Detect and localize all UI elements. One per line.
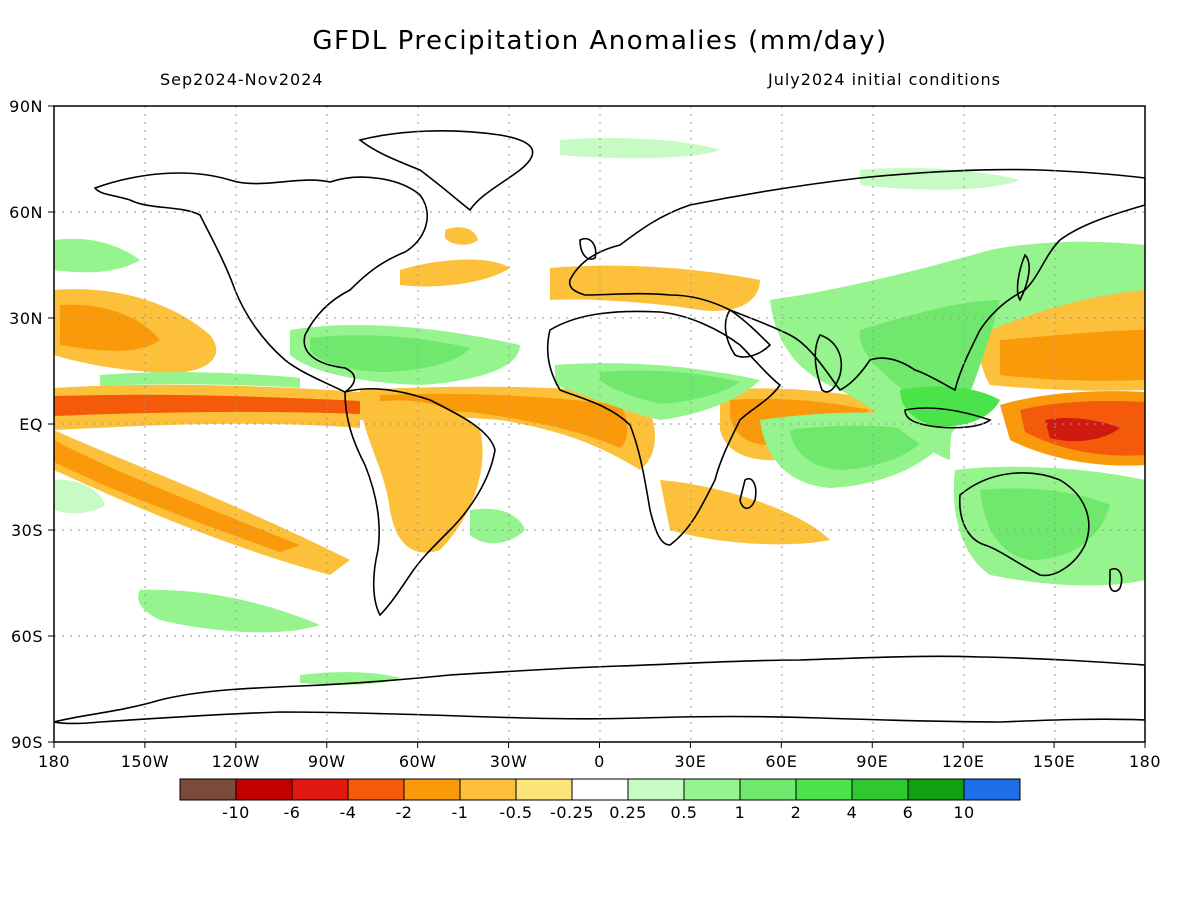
colorbar-swatch	[459, 778, 517, 801]
longitude-axis: 180 150W 120W 90W 60W 30W 0 30E 60E 90E 120E 150E 18…	[38, 742, 1161, 771]
colorbar-labels: -10 -6 -4 -2 -1 -0.5 -0.25 0.25 0.5 1 2 4 6 10	[222, 803, 974, 822]
colorbar-swatch	[739, 778, 797, 801]
india-coast	[814, 334, 842, 393]
lon-tick-label: 30E	[674, 752, 706, 771]
colorbar-swatch	[627, 778, 685, 801]
colorbar-swatch	[795, 778, 853, 801]
lon-tick-label: 60W	[399, 752, 437, 771]
colorbar-label: 2	[791, 803, 802, 822]
greenland-coast	[358, 130, 534, 212]
pacific-southeast-dry-tongue-core	[54, 440, 300, 552]
coastlines	[54, 130, 1145, 725]
colorbar-label: -4	[340, 803, 357, 822]
graticule	[54, 106, 1145, 742]
indian-ocean-wet-core	[790, 425, 930, 470]
colorbar-swatch	[571, 778, 629, 801]
colorbar-label: 6	[903, 803, 914, 822]
lat-tick-label: 60S	[11, 627, 43, 646]
africa-wet-core	[600, 370, 740, 404]
japan-coast	[1016, 253, 1030, 302]
colorbar-label: -2	[396, 803, 413, 822]
lon-tick-label: 150E	[1033, 752, 1076, 771]
australia-wet-core	[980, 488, 1110, 560]
colorbar-label: -6	[284, 803, 301, 822]
colorbar-swatch	[851, 778, 909, 801]
lat-tick-label: 30N	[9, 309, 43, 328]
lon-tick-label: 90W	[308, 752, 346, 771]
south-atlantic-wet	[470, 508, 525, 544]
initial-conditions-label: July2024 initial conditions	[768, 70, 1001, 89]
southern-ocean-wet	[138, 589, 320, 633]
siberia-wet	[860, 168, 1020, 190]
lat-tick-label: 30S	[11, 521, 43, 540]
north-pacific-dry-core	[60, 304, 160, 351]
arabia-coast	[724, 308, 772, 358]
southern-africa-dry	[660, 480, 830, 545]
lat-tick-label: 90S	[11, 733, 43, 752]
colorbar-swatch	[347, 778, 405, 801]
pacific-dry-band-core	[54, 394, 360, 416]
australia-coast	[958, 472, 1090, 577]
colorbar-swatch	[515, 778, 573, 801]
anomaly-field	[54, 138, 1145, 685]
colorbar-label: 10	[953, 803, 974, 822]
south-america-coast	[344, 387, 496, 617]
lat-tick-label: 90N	[9, 97, 43, 116]
africa-coast	[546, 310, 782, 546]
colorbar-swatch	[291, 778, 349, 801]
lon-tick-label: 150W	[121, 752, 169, 771]
antarctica-coast	[54, 655, 1145, 725]
greenland-dry-patch	[445, 227, 478, 245]
indonesia-coast	[904, 407, 992, 429]
colorbar	[179, 778, 1021, 801]
colorbar-label: -0.25	[550, 803, 594, 822]
lon-tick-label: 0	[594, 752, 605, 771]
new-zealand-coast	[1108, 568, 1123, 592]
south-america-dry	[360, 400, 483, 553]
north-america-coast	[93, 172, 429, 393]
forecast-period: Sep2024-Nov2024	[160, 70, 324, 89]
lon-tick-label: 180	[38, 752, 70, 771]
lon-tick-label: 60E	[765, 752, 797, 771]
lat-tick-label: 60N	[9, 203, 43, 222]
colorbar-label: -1	[452, 803, 469, 822]
central-america-wet-core	[310, 335, 470, 372]
lon-tick-label: 120W	[212, 752, 260, 771]
arctic-wet	[560, 138, 720, 159]
colorbar-swatch	[403, 778, 461, 801]
colorbar-swatch	[235, 778, 293, 801]
lon-tick-label: 120E	[942, 752, 985, 771]
north-atlantic-dry	[400, 259, 510, 287]
colorbar-label: 4	[847, 803, 858, 822]
map-title: GFDL Precipitation Anomalies (mm/day)	[312, 26, 888, 56]
mediterranean-dry	[550, 265, 760, 311]
colorbar-label: 1	[735, 803, 746, 822]
madagascar-coast	[739, 478, 757, 510]
colorbar-swatch	[963, 778, 1021, 801]
equatorial-pacific-wet-strip	[100, 372, 300, 388]
south-pacific-wet	[54, 479, 105, 514]
colorbar-label: -10	[222, 803, 250, 822]
uk-coast	[579, 238, 597, 260]
maritime-continent-wet	[900, 386, 1000, 427]
colorbar-swatch	[179, 778, 237, 801]
lat-tick-label: EQ	[19, 415, 43, 434]
colorbar-label: 0.5	[671, 803, 698, 822]
north-pacific-wet	[54, 238, 140, 273]
lon-tick-label: 90E	[856, 752, 888, 771]
latitude-axis: 90N 60N 30N EQ 30S 60S 90S	[9, 97, 54, 752]
colorbar-swatch	[907, 778, 965, 801]
colorbar-label: -0.5	[499, 803, 532, 822]
lon-tick-label: 30W	[490, 752, 528, 771]
colorbar-swatch	[683, 778, 741, 801]
west-pacific-dry-core	[1000, 330, 1145, 381]
lon-tick-label: 180	[1129, 752, 1161, 771]
colorbar-label: 0.25	[609, 803, 647, 822]
